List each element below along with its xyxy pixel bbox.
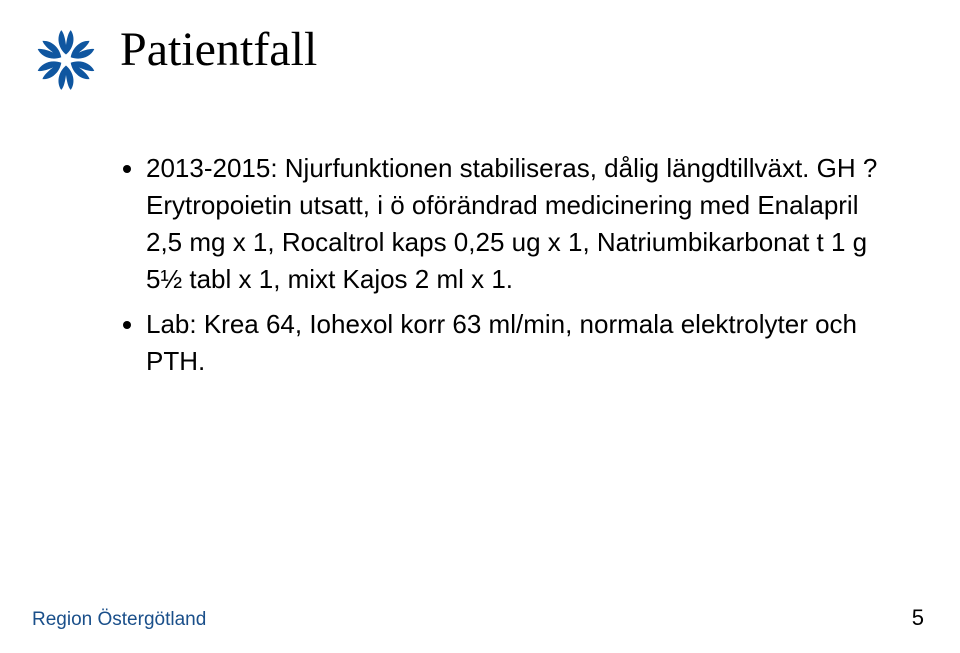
page-number: 5 [912,605,924,631]
bullet-item: 2013-2015: Njurfunktionen stabiliseras, … [146,150,880,298]
footer-region: Region Östergötland [32,609,206,631]
slide-body: 2013-2015: Njurfunktionen stabiliseras, … [120,150,880,387]
region-logo [32,26,100,94]
bullet-item: Lab: Krea 64, Iohexol korr 63 ml/min, no… [146,306,880,380]
slide-title: Patientfall [120,22,317,77]
